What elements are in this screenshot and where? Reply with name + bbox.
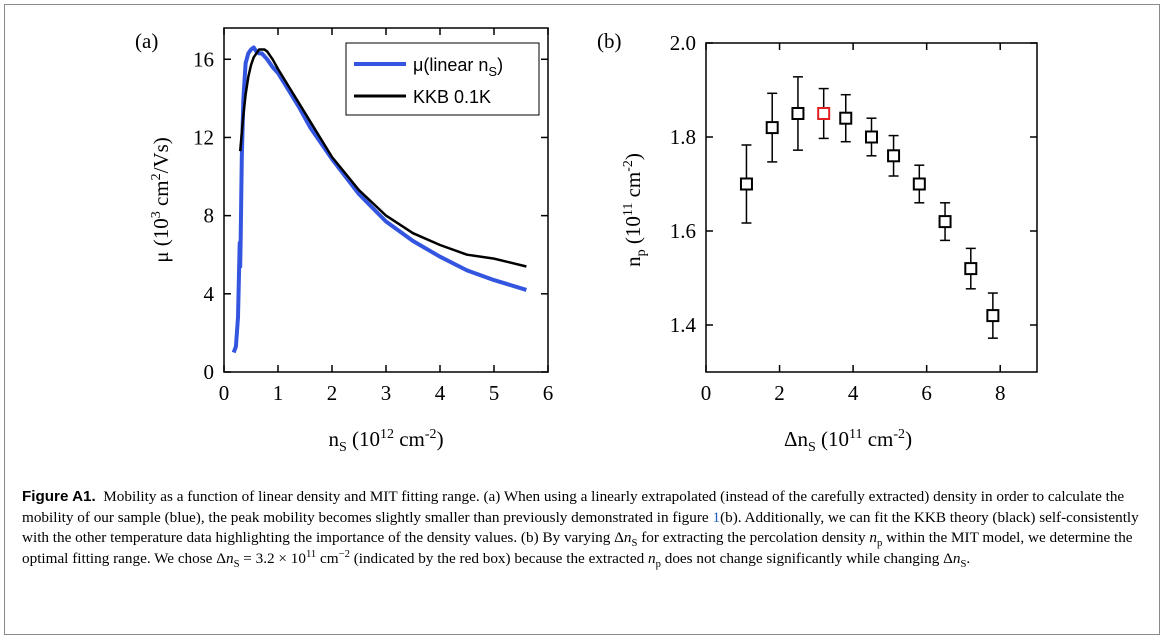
figure-reference-link[interactable]: 1 — [712, 508, 721, 526]
caption-part9: . — [966, 549, 971, 567]
x-tick-label: 6 — [921, 381, 932, 405]
x-tick-label: 2 — [327, 381, 338, 405]
panel-b-label: (b) — [597, 29, 622, 53]
x-tick-label: 6 — [543, 381, 554, 405]
x-tick-label: 8 — [995, 381, 1006, 405]
panel-b-xlabel: ΔnS (1011 cm-2) — [784, 427, 912, 455]
data-point — [791, 107, 805, 120]
data-point-highlighted — [817, 107, 831, 120]
caption-part6: cm — [316, 549, 339, 567]
panel-a-label: (a) — [135, 29, 158, 53]
x-tick-label: 4 — [848, 381, 859, 405]
x-tick-label: 0 — [701, 381, 712, 405]
figure-caption: Figure A1. Mobility as a function of lin… — [22, 487, 1147, 569]
panel-b-ylabel: np (1011 cm-2) — [621, 153, 649, 267]
caption-sub: p — [876, 538, 883, 550]
caption-var-n: n — [225, 549, 234, 567]
x-tick-label: 4 — [435, 381, 446, 405]
panel-b-series — [739, 76, 1000, 339]
caption-sub: p — [655, 558, 661, 570]
caption-part4: within the MIT model, we determine the o… — [22, 529, 1133, 567]
x-tick-label: 5 — [489, 381, 500, 405]
panel-a-ylabel: μ (103 cm2/Vs) — [149, 137, 173, 263]
data-point — [938, 215, 952, 229]
y-tick-label: 2.0 — [670, 31, 696, 55]
y-tick-label: 0 — [204, 360, 215, 384]
caption-sub: S — [631, 538, 638, 550]
y-tick-label: 1.4 — [670, 313, 697, 337]
caption-part3: for extracting the percolation density — [637, 529, 870, 546]
panel-b-ticks: 0 2 4 6 8 1.4 1.6 1.8 2.0 — [670, 31, 1037, 405]
panel-b: (b) 0 2 4 6 8 1.4 1.6 1.8 2.0 np (1011 cm-2) ΔnS… — [597, 29, 1038, 455]
series-linear-density-line — [231, 45, 527, 354]
caption-part8: does not change significantly while chan… — [660, 549, 953, 567]
legend-entry-kkb: KKB 0.1K — [413, 87, 491, 107]
caption-var-n: n — [869, 529, 877, 546]
y-tick-label: 12 — [193, 125, 214, 149]
series-kkb-line — [238, 48, 527, 268]
legend-box — [345, 42, 540, 116]
caption-part5: = 3.2 × 10 — [239, 549, 306, 567]
x-tick-label: 3 — [381, 381, 392, 405]
caption-var-n: n — [952, 549, 961, 567]
caption-part2: (b). Additionally, we can fit the KKB th… — [22, 508, 1139, 547]
panel-a-series — [231, 45, 527, 354]
y-tick-label: 8 — [204, 204, 215, 228]
panel-b-axes-frame — [705, 42, 1038, 373]
data-point — [986, 309, 1000, 323]
figure-frame — [4, 4, 1160, 635]
y-tick-label: 1.6 — [670, 219, 696, 243]
panel-a-xlabel: nS (1012 cm-2) — [328, 427, 443, 455]
caption-sup: 11 — [305, 548, 317, 560]
data-point — [912, 177, 926, 191]
caption-label: Figure A1. — [22, 488, 96, 505]
data-point — [839, 111, 853, 125]
data-point — [887, 149, 901, 163]
x-tick-label: 1 — [273, 381, 284, 405]
data-point — [865, 130, 878, 144]
caption-var-n: n — [623, 529, 632, 546]
caption-var-n: n — [648, 549, 656, 567]
y-tick-label: 16 — [193, 47, 214, 71]
y-tick-label: 4 — [204, 282, 215, 306]
caption-sup: −2 — [338, 548, 350, 560]
caption-part1: Mobility as a function of linear density… — [22, 488, 1125, 526]
x-tick-label: 2 — [774, 381, 785, 405]
data-point — [765, 121, 779, 135]
x-tick-label: 0 — [219, 381, 230, 405]
caption-part7: (indicated by the red box) because the e… — [349, 549, 649, 567]
data-point — [739, 177, 753, 191]
caption-sub: S — [960, 558, 967, 570]
caption-sub: S — [233, 558, 240, 570]
data-point — [964, 262, 978, 276]
y-tick-label: 1.8 — [670, 125, 696, 149]
panel-a-legend: μ(linear nS) KKB 0.1K — [345, 42, 540, 116]
